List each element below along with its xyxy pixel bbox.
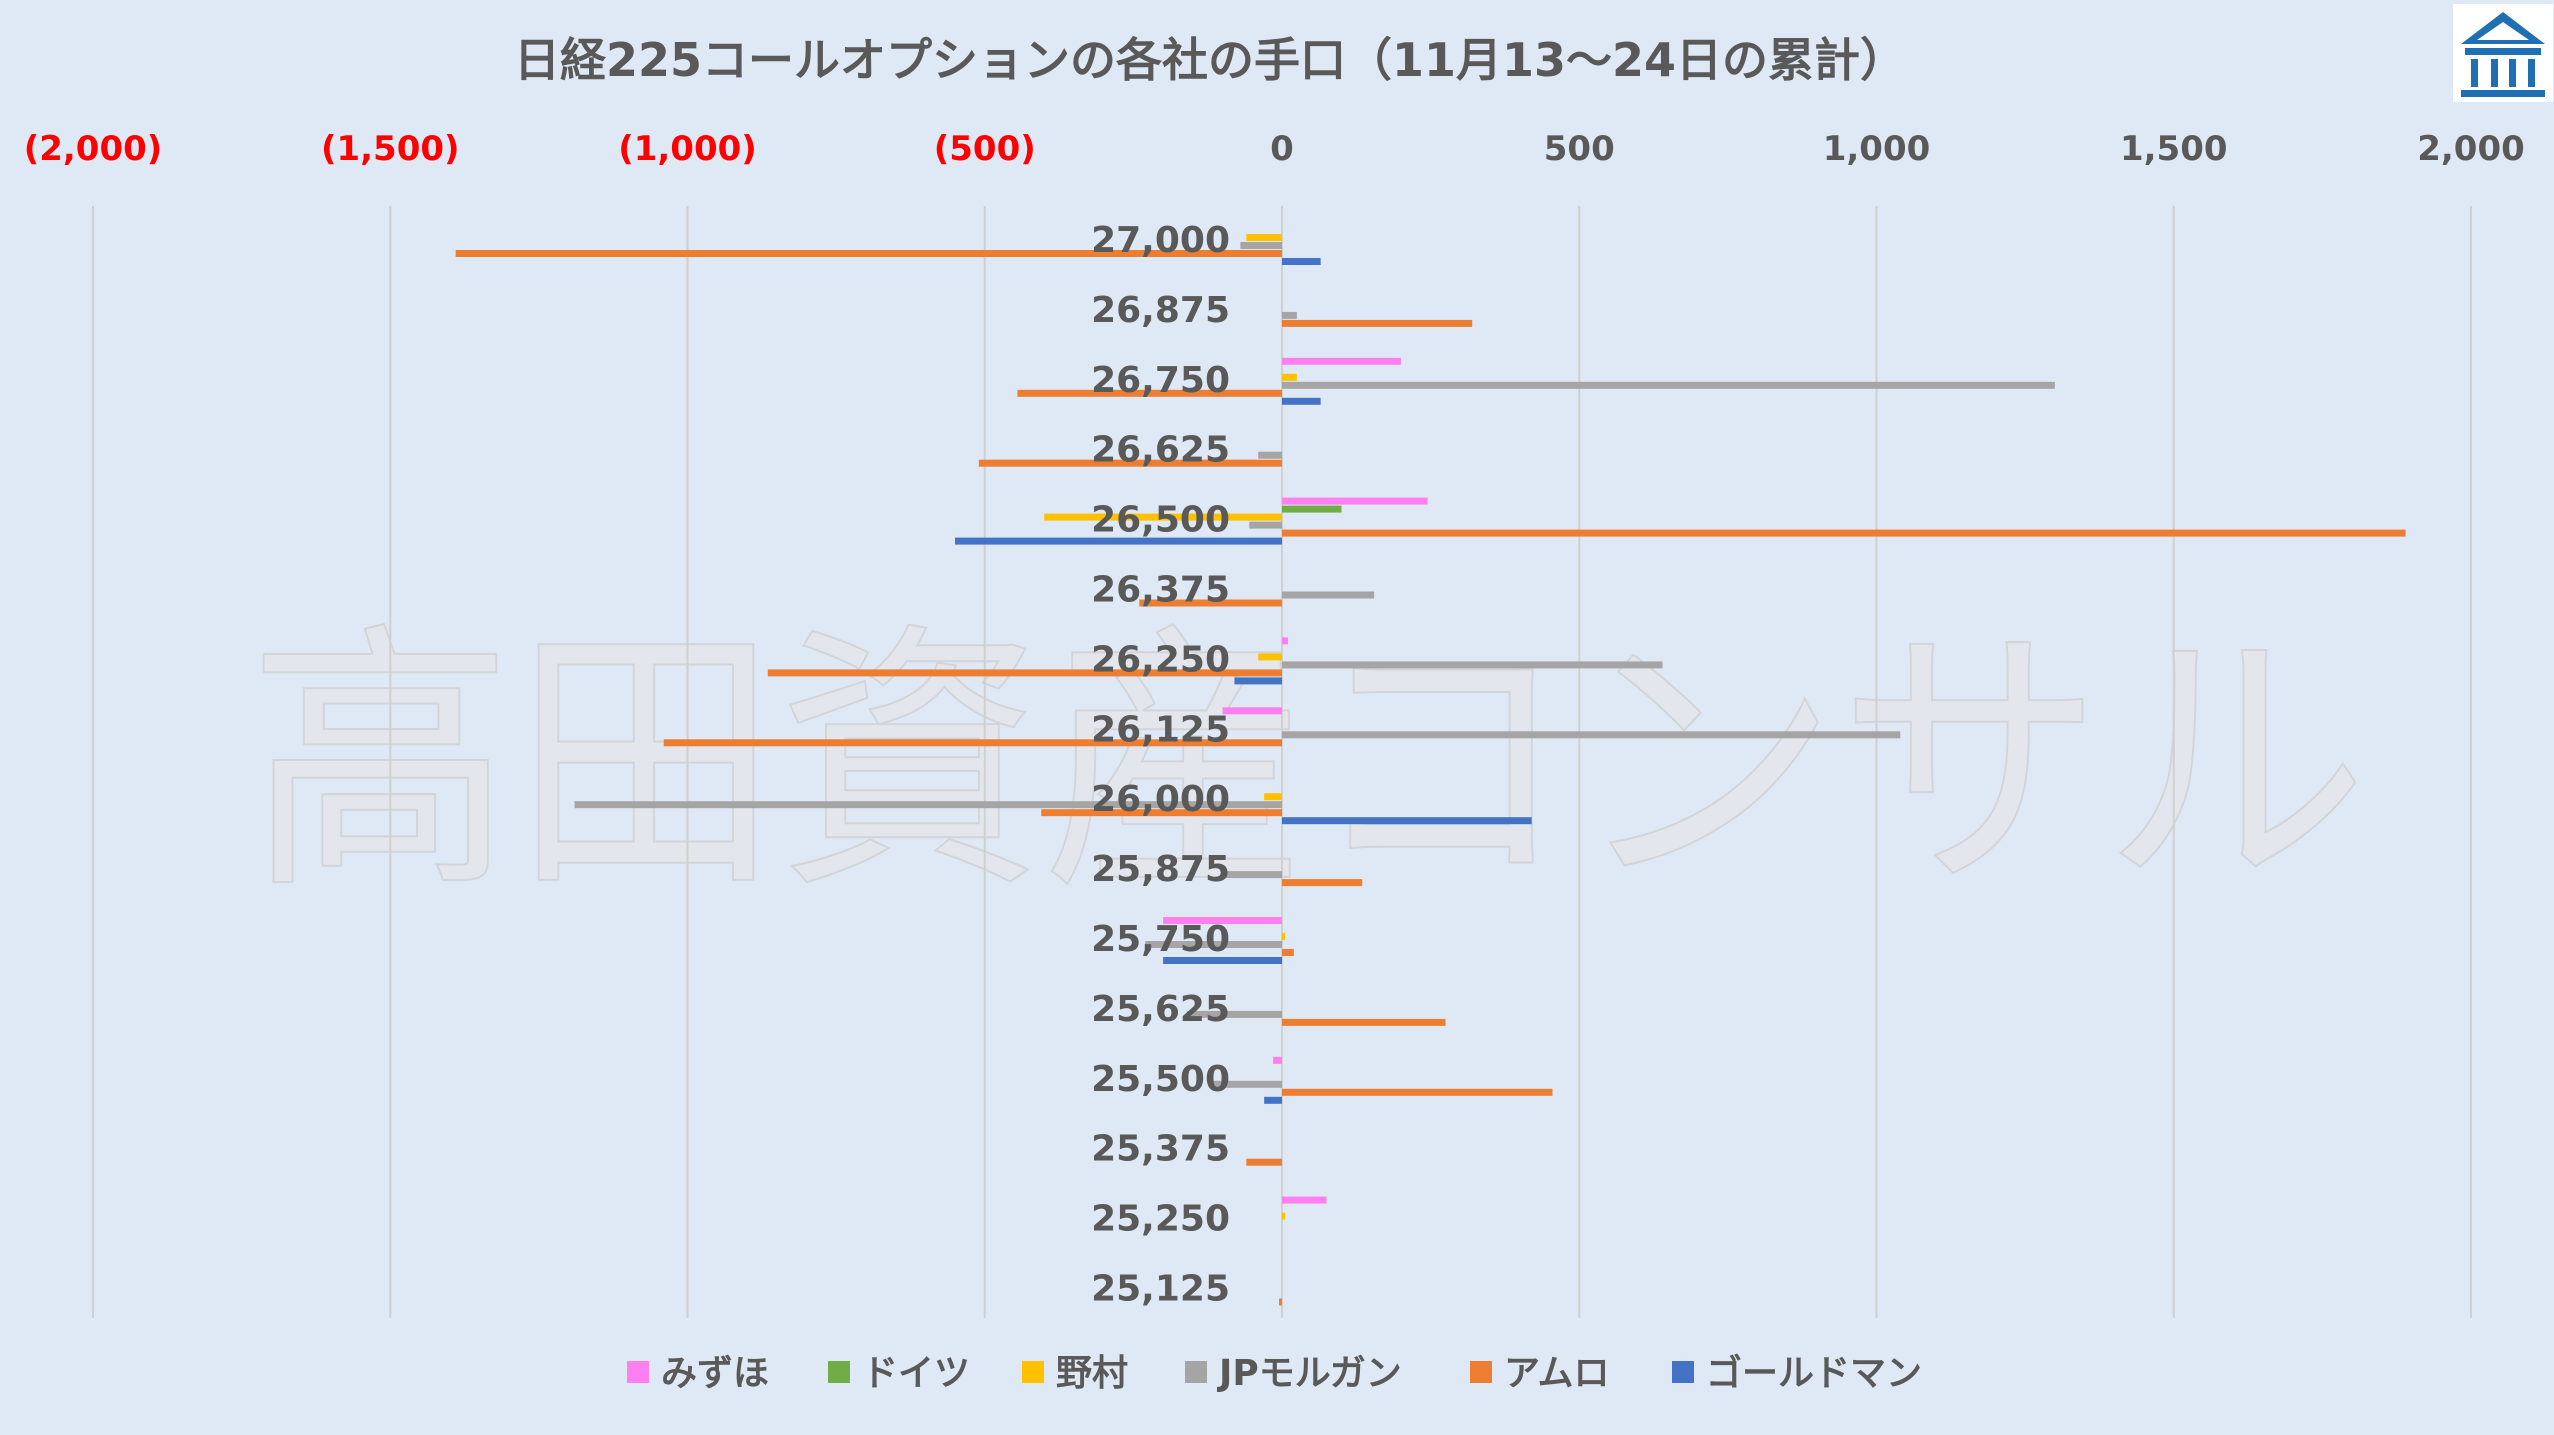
bar-みずほ-26,750 (1282, 357, 1401, 365)
bar-アムロ-25,375 (1246, 1158, 1282, 1166)
x-tick-label: 500 (1544, 129, 1615, 169)
legend-swatch-ドイツ (828, 1361, 850, 1383)
legend-swatch-アムロ (1470, 1361, 1492, 1383)
bar-アムロ-27,000 (455, 250, 1282, 257)
x-tick-label: (2,000) (24, 129, 163, 169)
building-logo-icon (2461, 12, 2545, 97)
bar-アムロ-26,500 (1282, 529, 2406, 537)
legend-label-JPモルガン: JPモルガン (1216, 1353, 1402, 1394)
bar-JPモルガン-27,000 (1240, 242, 1282, 249)
bar-みずほ-25,250 (1282, 1196, 1327, 1204)
category-label: 25,250 (1091, 1199, 1230, 1240)
bar-アムロ-25,125 (1279, 1298, 1282, 1306)
bar-アムロ-25,500 (1282, 1088, 1553, 1096)
x-tick-label: (1,000) (618, 129, 757, 169)
category-label: 26,375 (1091, 570, 1230, 611)
bar-アムロ-25,625 (1282, 1018, 1446, 1026)
bar-野村-26,000 (1264, 793, 1282, 801)
x-tick-label: (500) (934, 129, 1036, 169)
bar-JPモルガン-26,125 (1282, 731, 1901, 739)
x-axis-ticks: (2,000) (1,500) (1,000) (500) 0 500 1,000 1,500… (24, 129, 2525, 169)
bar-JPモルガン-26,750 (1282, 381, 2055, 389)
bar-JPモルガン-26,250 (1282, 661, 1663, 669)
bar-アムロ-26,750 (1017, 389, 1282, 397)
bar-ドイツ-26,500 (1282, 505, 1342, 513)
legend-swatch-ゴールドマン (1672, 1361, 1694, 1383)
bar-JPモルガン-25,500 (1210, 1080, 1282, 1088)
bar-JPモルガン-26,500 (1249, 521, 1282, 529)
chart-title: 日経225コールオプションの各社の手口（11月13〜24日の累計） (514, 33, 1906, 87)
x-tick-label: 0 (1270, 129, 1294, 169)
bar-JPモルガン-25,875 (1222, 871, 1282, 879)
x-tick-label: 2,000 (2417, 129, 2525, 169)
bar-アムロ-26,625 (978, 459, 1282, 467)
bars (455, 234, 2406, 1306)
category-label: 26,625 (1091, 430, 1230, 471)
bar-アムロ-25,750 (1282, 949, 1294, 956)
bar-JPモルガン-25,750 (1145, 941, 1282, 948)
bar-ゴールドマン-25,500 (1264, 1096, 1282, 1104)
bar-JPモルガン-25,625 (1186, 1010, 1282, 1018)
bar-みずほ-26,125 (1222, 707, 1282, 715)
category-label: 25,875 (1091, 849, 1230, 890)
category-label: 25,750 (1091, 919, 1230, 960)
bar-野村-26,500 (1044, 513, 1282, 521)
bar-ゴールドマン-26,000 (1282, 817, 1532, 825)
category-label: 26,500 (1091, 500, 1230, 541)
x-tick-label: 1,500 (2120, 129, 2228, 169)
category-label: 26,875 (1091, 290, 1230, 331)
bar-アムロ-26,375 (1139, 599, 1282, 607)
category-label: 25,500 (1091, 1059, 1230, 1100)
category-label: 25,125 (1091, 1269, 1230, 1310)
bar-JPモルガン-26,375 (1282, 591, 1375, 599)
category-label: 26,750 (1091, 360, 1230, 401)
category-label: 26,000 (1091, 779, 1230, 820)
bar-JPモルガン-26,625 (1258, 451, 1282, 459)
legend-swatch-野村 (1022, 1361, 1044, 1383)
legend-swatch-JPモルガン (1185, 1361, 1207, 1383)
legend-label-野村: 野村 (1056, 1353, 1128, 1394)
bar-野村-27,000 (1246, 234, 1282, 241)
x-tick-label: 1,000 (1823, 129, 1931, 169)
bar-ゴールドマン-26,750 (1282, 397, 1321, 405)
bar-野村-25,750 (1282, 933, 1285, 940)
legend-swatch-みずほ (627, 1361, 649, 1383)
bar-アムロ-25,875 (1282, 879, 1363, 887)
bar-アムロ-26,000 (1041, 809, 1282, 817)
bar-みずほ-25,750 (1163, 917, 1282, 924)
bar-ゴールドマン-25,750 (1163, 957, 1282, 964)
category-label: 25,375 (1091, 1129, 1230, 1170)
legend-label-ドイツ: ドイツ (862, 1353, 970, 1394)
legend-label-アムロ: アムロ (1504, 1353, 1609, 1394)
logo (2453, 4, 2553, 102)
bar-野村-25,250 (1282, 1212, 1285, 1220)
bar-アムロ-26,125 (663, 739, 1282, 747)
bar-野村-26,250 (1258, 653, 1282, 661)
bar-みずほ-25,500 (1273, 1056, 1282, 1064)
watermark: 高田資産コンサル (248, 601, 2368, 927)
bar-みずほ-26,250 (1282, 637, 1288, 645)
bar-ゴールドマン-27,000 (1282, 258, 1321, 265)
bar-ゴールドマン-26,250 (1234, 677, 1282, 685)
bar-JPモルガン-26,875 (1282, 311, 1297, 319)
bar-野村-26,750 (1282, 373, 1297, 381)
legend: みずほ ドイツ 野村 JPモルガン アムロ ゴールドマン (627, 1352, 1922, 1394)
x-tick-label: (1,500) (321, 129, 460, 169)
bar-みずほ-26,500 (1282, 497, 1428, 505)
category-labels: 27,000 26,875 26,750 26,625 26,500 26,375 26,2… (1091, 220, 1230, 1310)
legend-label-ゴールドマン: ゴールドマン (1706, 1352, 1922, 1394)
category-label: 26,250 (1091, 639, 1230, 680)
legend-label-みずほ: みずほ (661, 1353, 769, 1394)
bar-アムロ-26,875 (1282, 319, 1473, 327)
category-label: 25,625 (1091, 989, 1230, 1030)
bar-アムロ-26,250 (767, 669, 1282, 677)
category-label: 27,000 (1091, 220, 1230, 261)
category-label: 26,125 (1091, 709, 1230, 750)
bar-ゴールドマン-26,500 (955, 537, 1282, 545)
bar-JPモルガン-26,000 (574, 801, 1282, 809)
